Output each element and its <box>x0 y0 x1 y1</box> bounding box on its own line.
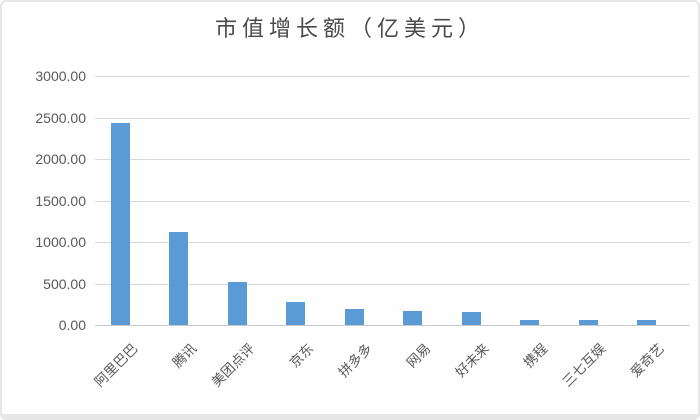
x-tick-label: 好未来 <box>452 340 492 381</box>
bar <box>403 311 422 325</box>
y-tick-label: 0.00 <box>58 317 86 333</box>
x-tick-label: 阿里巴巴 <box>91 340 141 390</box>
x-tick-label: 网易 <box>403 340 433 371</box>
bar <box>286 302 305 325</box>
bar <box>227 281 247 325</box>
gridline <box>95 159 690 160</box>
y-tick-label: 2500.00 <box>35 109 86 126</box>
bar <box>637 320 656 325</box>
gridline <box>95 76 690 77</box>
gridline <box>95 242 690 243</box>
y-tick-label: 1000.00 <box>35 234 86 250</box>
x-tick-label: 爱奇艺 <box>627 340 667 381</box>
x-tick-label: 京东 <box>286 340 316 371</box>
bar <box>520 320 539 325</box>
bar <box>461 311 481 325</box>
bar <box>110 123 130 325</box>
x-tick-label: 美团点评 <box>208 340 258 390</box>
x-tick-label: 携程 <box>520 340 550 371</box>
y-tick-label: 3000.00 <box>35 68 86 84</box>
x-tick-label: 三七互娱 <box>559 340 609 390</box>
gridline <box>95 325 690 326</box>
y-tick-label: 2000.00 <box>35 151 86 167</box>
y-tick-label: 1500.00 <box>35 192 86 209</box>
bar <box>578 320 598 325</box>
y-tick-label: 500.00 <box>43 275 86 292</box>
gridline <box>95 200 690 202</box>
gridline <box>95 117 690 119</box>
gridline <box>95 283 690 285</box>
x-tick-label: 腾讯 <box>169 340 199 371</box>
chart-title: 市值增长额（亿美元） <box>214 16 485 41</box>
bar <box>169 232 188 325</box>
bar <box>344 309 364 325</box>
x-tick-label: 拼多多 <box>335 340 375 381</box>
